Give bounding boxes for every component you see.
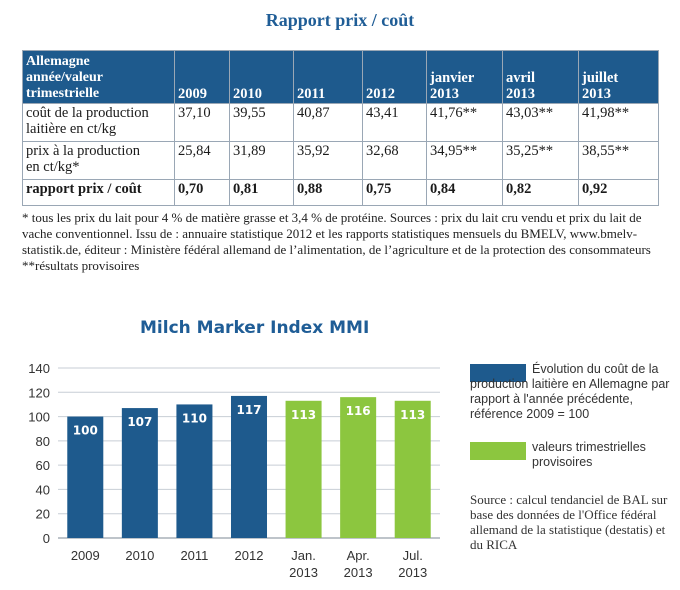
table-header-cell: juillet 2013 [578, 50, 659, 104]
table-cell: 0,75 [362, 179, 427, 206]
y-tick-label: 100 [28, 410, 50, 425]
row-label: rapport prix / coût [22, 179, 175, 206]
table-header-cell: 2011 [293, 50, 363, 104]
bar-value-label: 100 [73, 424, 98, 438]
bar-value-label: 107 [127, 415, 152, 429]
table-cell: 0,92 [578, 179, 659, 206]
footnote-text: * tous les prix du lait pour 4 % de mati… [22, 210, 651, 257]
table-cell: 0,81 [229, 179, 294, 206]
table-header-cell: janvier 2013 [426, 50, 503, 104]
table-cell: 35,92 [293, 141, 363, 180]
table-header-cell: 2009 [174, 50, 230, 104]
chart-title: Milch Marker Index MMI [140, 318, 370, 338]
legend-swatch-provisional [470, 442, 526, 460]
table-cell: 0,84 [426, 179, 503, 206]
x-tick-label: Jan. 2013 [289, 548, 318, 580]
bar-value-label: 116 [346, 404, 371, 418]
x-tick-label: Jul. 2013 [398, 548, 427, 580]
bar-value-label: 113 [291, 408, 316, 422]
bar [340, 397, 377, 538]
bar [285, 400, 322, 538]
page-title: Rapport prix / coût [265, 10, 415, 30]
table-row: rapport prix / coût 0,70 0,81 0,88 0,75 … [22, 179, 659, 206]
y-tick-label: 20 [36, 507, 50, 522]
y-tick-label: 120 [28, 385, 50, 400]
footnote-provisional: **résultats provisoires [22, 258, 140, 273]
table-cell: 41,98** [578, 103, 659, 142]
table-cell: 0,88 [293, 179, 363, 206]
bar-value-label: 110 [182, 411, 207, 425]
y-tick-label: 40 [36, 482, 50, 497]
bar-value-label: 117 [236, 403, 261, 417]
table-header-cell: 2012 [362, 50, 427, 104]
x-tick-label: 2011 [180, 548, 208, 563]
legend-label-provisional: valeurs trimestrielles provisoires [532, 440, 646, 469]
y-tick-label: 140 [28, 361, 50, 376]
table-cell: 35,25** [502, 141, 579, 180]
chart-legend: Évolution du coût de la production laiti… [470, 360, 675, 480]
table-cell: 38,55** [578, 141, 659, 180]
table-row: coût de la production laitière en ct/kg … [22, 103, 659, 142]
chart-source: Source : calcul tendanciel de BAL sur ba… [470, 492, 668, 552]
row-label: coût de la production laitière en ct/kg [22, 103, 175, 142]
table-cell: 32,68 [362, 141, 427, 180]
bar [230, 395, 268, 538]
y-tick-label: 60 [36, 458, 50, 473]
table-cell: 0,70 [174, 179, 230, 206]
bar [176, 404, 213, 538]
bar [67, 416, 104, 538]
table-header-cell: Allemagne année/valeur trimestrielle [22, 50, 175, 104]
bar [121, 408, 158, 538]
table-cell: 39,55 [229, 103, 294, 142]
legend-swatch-cost [470, 364, 526, 382]
x-tick-label: Apr. 2013 [344, 548, 373, 580]
price-cost-table: Allemagne année/valeur trimestrielle 200… [22, 50, 659, 206]
table-cell: 37,10 [174, 103, 230, 142]
table-cell: 25,84 [174, 141, 230, 180]
y-tick-label: 0 [43, 531, 50, 546]
row-label: prix à la production en ct/kg* [22, 141, 175, 180]
table-cell: 43,41 [362, 103, 427, 142]
bar-chart: 0 20 40 60 80 100 120 140 100 2009 107 2010 110 2011 1… [28, 361, 440, 580]
table-header-cell: avril 2013 [502, 50, 579, 104]
x-tick-label: 2009 [71, 548, 100, 563]
table-cell: 43,03** [502, 103, 579, 142]
table-row: prix à la production en ct/kg* 25,84 31,… [22, 141, 659, 180]
table-cell: 40,87 [293, 103, 363, 142]
bar [394, 400, 431, 538]
footnote: * tous les prix du lait pour 4 % de mati… [22, 210, 662, 274]
legend-label-cost: Évolution du coût de la production laiti… [470, 362, 670, 421]
table-header-cell: 2010 [229, 50, 294, 104]
y-tick-label: 80 [36, 434, 50, 449]
table-cell: 41,76** [426, 103, 503, 142]
x-tick-label: 2010 [125, 548, 154, 563]
x-tick-label: 2012 [235, 548, 264, 563]
table-cell: 31,89 [229, 141, 294, 180]
bar-value-label: 113 [400, 408, 425, 422]
table-cell: 34,95** [426, 141, 503, 180]
table-cell: 0,82 [502, 179, 579, 206]
table-header-row: Allemagne année/valeur trimestrielle 200… [22, 50, 659, 104]
